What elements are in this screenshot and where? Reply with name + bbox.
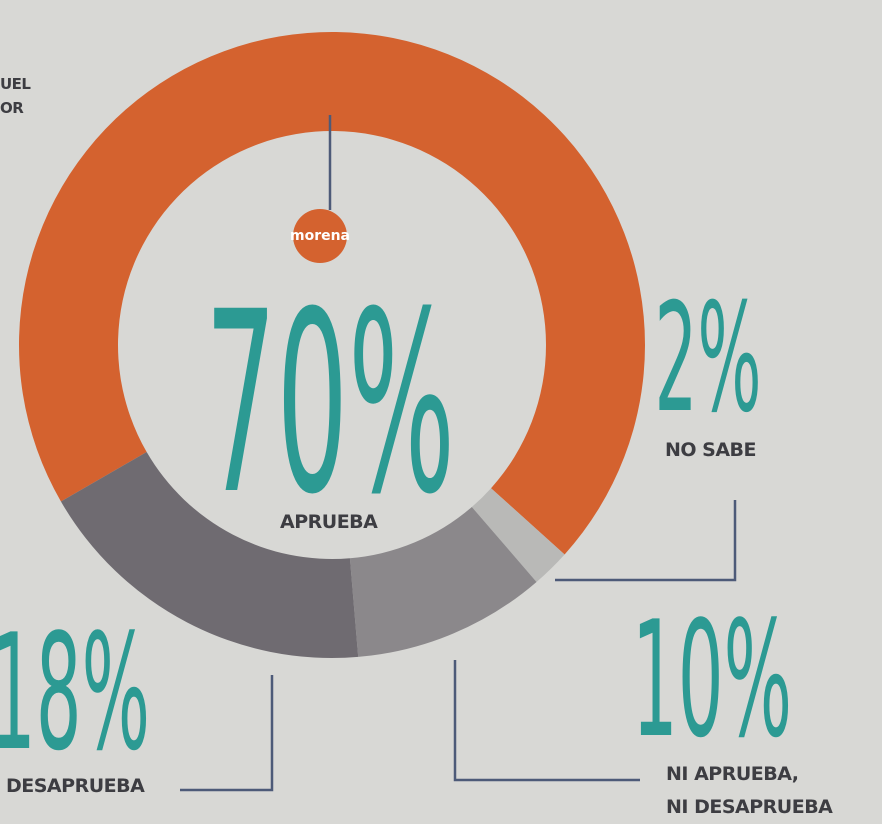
category-label: APRUEBA [280, 511, 378, 533]
value-label: 70% [205, 258, 455, 549]
logo-text: morena [290, 228, 350, 244]
value-label: 18% [0, 601, 150, 787]
donut-segment [471, 488, 565, 582]
category-label: NO SABE [665, 439, 757, 461]
leader-line [453, 660, 640, 782]
value-label: 10% [632, 588, 792, 774]
leader-line [180, 675, 274, 792]
fragment-text: OR [0, 99, 24, 117]
category-label: DESAPRUEBA [6, 775, 145, 797]
category-label: NI APRUEBA, NI DESAPRUEBA [666, 763, 833, 818]
value-label: 2% [654, 272, 761, 446]
donut-segment [18, 31, 645, 555]
leader-lines [180, 115, 737, 792]
donut-segment [60, 452, 359, 659]
donut-segment [349, 506, 537, 657]
logo-circle [293, 209, 347, 263]
fragment-text: UEL [0, 75, 31, 93]
donut [18, 31, 645, 659]
leader-line [555, 500, 737, 582]
